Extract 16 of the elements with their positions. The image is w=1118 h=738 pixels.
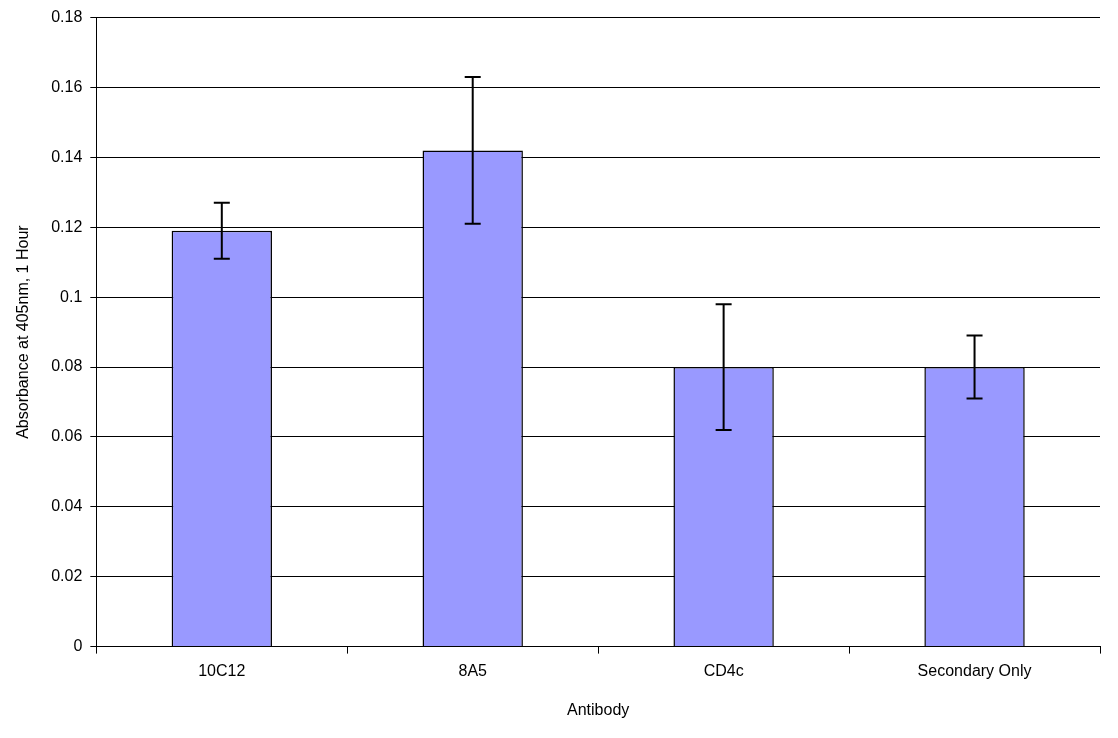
- y-tick-label: 0.16: [51, 77, 83, 95]
- x-tick-label: 10C12: [198, 661, 246, 679]
- y-tick-label: 0.04: [51, 497, 83, 515]
- y-axis-title: Absorbance at 405nm, 1 Hour: [14, 224, 32, 439]
- y-tick-label: 0.08: [51, 357, 83, 375]
- y-tick-label: 0.06: [51, 427, 83, 445]
- y-tick-label: 0: [73, 637, 83, 655]
- x-axis-title: Antibody: [567, 700, 630, 718]
- y-tick-label: 0.14: [51, 147, 83, 165]
- y-tick-label: 0.1: [60, 287, 83, 305]
- y-tick-label: 0.02: [51, 567, 83, 585]
- y-tick-label: 0.18: [51, 8, 83, 26]
- x-tick-label: Secondary Only: [917, 661, 1032, 679]
- x-tick-label: CD4c: [703, 661, 744, 679]
- x-tick-label: 8A5: [458, 661, 488, 679]
- y-tick-label: 0.12: [51, 217, 83, 235]
